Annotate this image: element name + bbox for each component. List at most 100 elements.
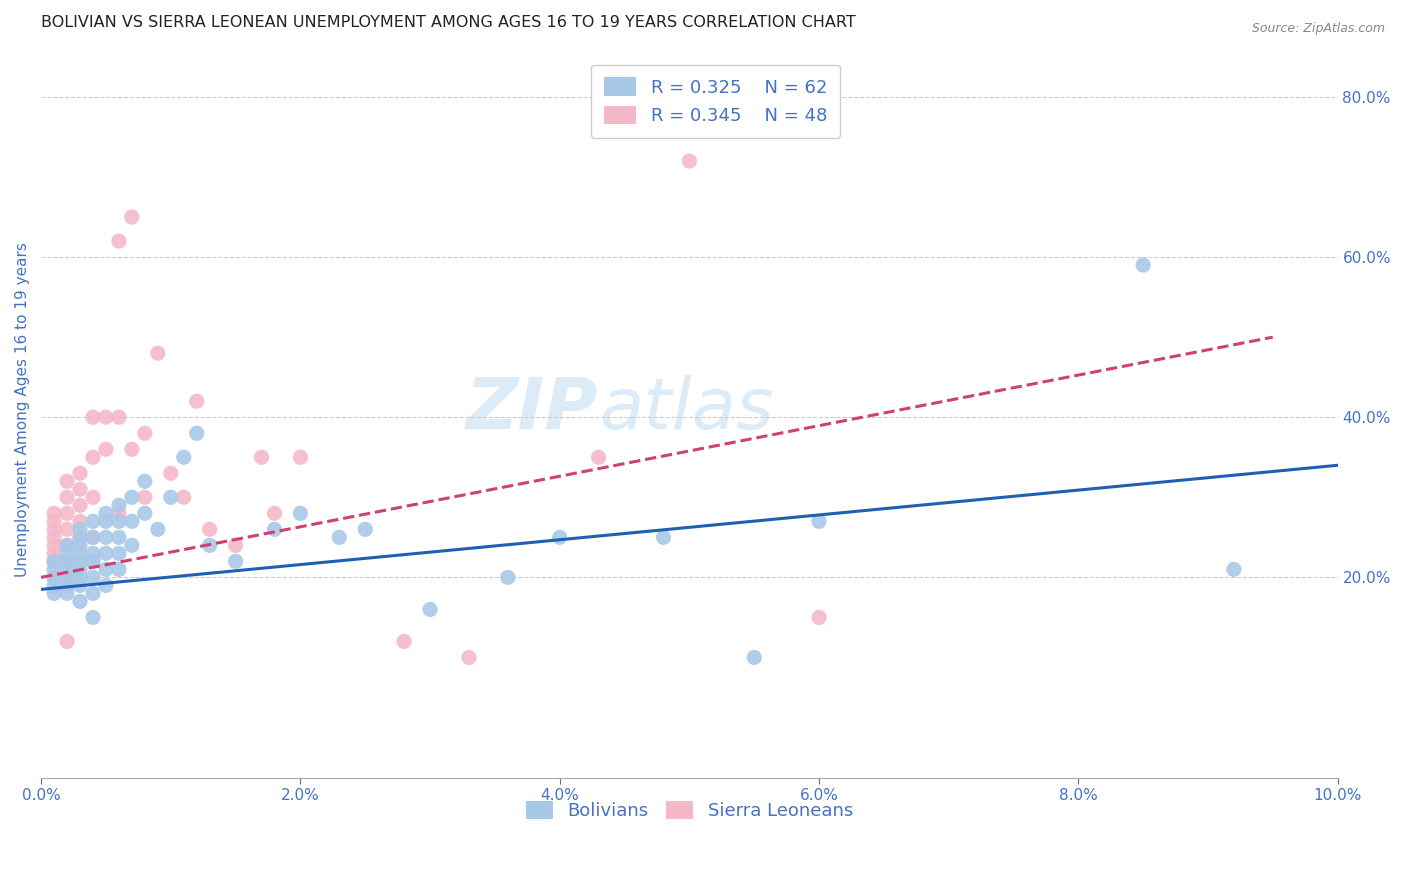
Point — [56, 538, 79, 552]
Point — [82, 450, 104, 465]
Point — [808, 514, 831, 528]
Point — [82, 491, 104, 505]
Point — [82, 530, 104, 544]
Point — [108, 562, 131, 576]
Point — [69, 467, 91, 481]
Text: Source: ZipAtlas.com: Source: ZipAtlas.com — [1251, 22, 1385, 36]
Point — [82, 514, 104, 528]
Point — [69, 530, 91, 544]
Point — [42, 538, 65, 552]
Point — [94, 530, 117, 544]
Point — [173, 491, 195, 505]
Point — [121, 210, 143, 224]
Point — [678, 153, 700, 168]
Point — [290, 450, 312, 465]
Point — [82, 554, 104, 568]
Point — [42, 570, 65, 584]
Point — [159, 491, 181, 505]
Point — [56, 491, 79, 505]
Point — [56, 475, 79, 489]
Point — [392, 634, 415, 648]
Point — [328, 530, 350, 544]
Point — [121, 442, 143, 457]
Point — [263, 506, 285, 520]
Point — [56, 586, 79, 600]
Text: BOLIVIAN VS SIERRA LEONEAN UNEMPLOYMENT AMONG AGES 16 TO 19 YEARS CORRELATION CH: BOLIVIAN VS SIERRA LEONEAN UNEMPLOYMENT … — [41, 15, 856, 30]
Point — [548, 530, 571, 544]
Point — [69, 514, 91, 528]
Point — [121, 538, 143, 552]
Point — [159, 467, 181, 481]
Point — [186, 394, 208, 409]
Point — [42, 514, 65, 528]
Point — [42, 562, 65, 576]
Point — [108, 498, 131, 512]
Point — [496, 570, 519, 584]
Point — [108, 530, 131, 544]
Point — [42, 530, 65, 544]
Point — [134, 475, 156, 489]
Point — [198, 522, 221, 536]
Text: atlas: atlas — [599, 375, 773, 443]
Point — [94, 442, 117, 457]
Point — [250, 450, 273, 465]
Point — [56, 554, 79, 568]
Point — [69, 546, 91, 560]
Point — [173, 450, 195, 465]
Point — [56, 562, 79, 576]
Point — [69, 498, 91, 512]
Point — [69, 483, 91, 497]
Point — [94, 578, 117, 592]
Text: ZIP: ZIP — [467, 375, 599, 443]
Point — [121, 491, 143, 505]
Point — [354, 522, 377, 536]
Point — [56, 634, 79, 648]
Point — [69, 578, 91, 592]
Point — [56, 538, 79, 552]
Point — [42, 522, 65, 536]
Point — [56, 506, 79, 520]
Point — [56, 522, 79, 536]
Point — [108, 234, 131, 248]
Point — [82, 530, 104, 544]
Point — [198, 538, 221, 552]
Point — [69, 562, 91, 576]
Point — [108, 410, 131, 425]
Point — [94, 562, 117, 576]
Point — [42, 554, 65, 568]
Point — [263, 522, 285, 536]
Point — [69, 554, 91, 568]
Point — [652, 530, 675, 544]
Point — [225, 538, 247, 552]
Point — [82, 554, 104, 568]
Point — [82, 410, 104, 425]
Point — [808, 610, 831, 624]
Point — [94, 514, 117, 528]
Point — [56, 570, 79, 584]
Y-axis label: Unemployment Among Ages 16 to 19 years: Unemployment Among Ages 16 to 19 years — [15, 242, 30, 576]
Point — [588, 450, 610, 465]
Point — [69, 570, 91, 584]
Point — [82, 586, 104, 600]
Point — [42, 546, 65, 560]
Point — [419, 602, 441, 616]
Point — [146, 346, 169, 360]
Point — [146, 522, 169, 536]
Point — [134, 426, 156, 441]
Point — [82, 546, 104, 560]
Point — [108, 506, 131, 520]
Point — [42, 586, 65, 600]
Point — [69, 522, 91, 536]
Point — [121, 514, 143, 528]
Point — [42, 554, 65, 568]
Point — [225, 554, 247, 568]
Point — [1132, 258, 1154, 272]
Point — [69, 530, 91, 544]
Point — [742, 650, 765, 665]
Point — [82, 570, 104, 584]
Point — [94, 506, 117, 520]
Point — [108, 546, 131, 560]
Point — [134, 491, 156, 505]
Point — [69, 594, 91, 608]
Point — [42, 506, 65, 520]
